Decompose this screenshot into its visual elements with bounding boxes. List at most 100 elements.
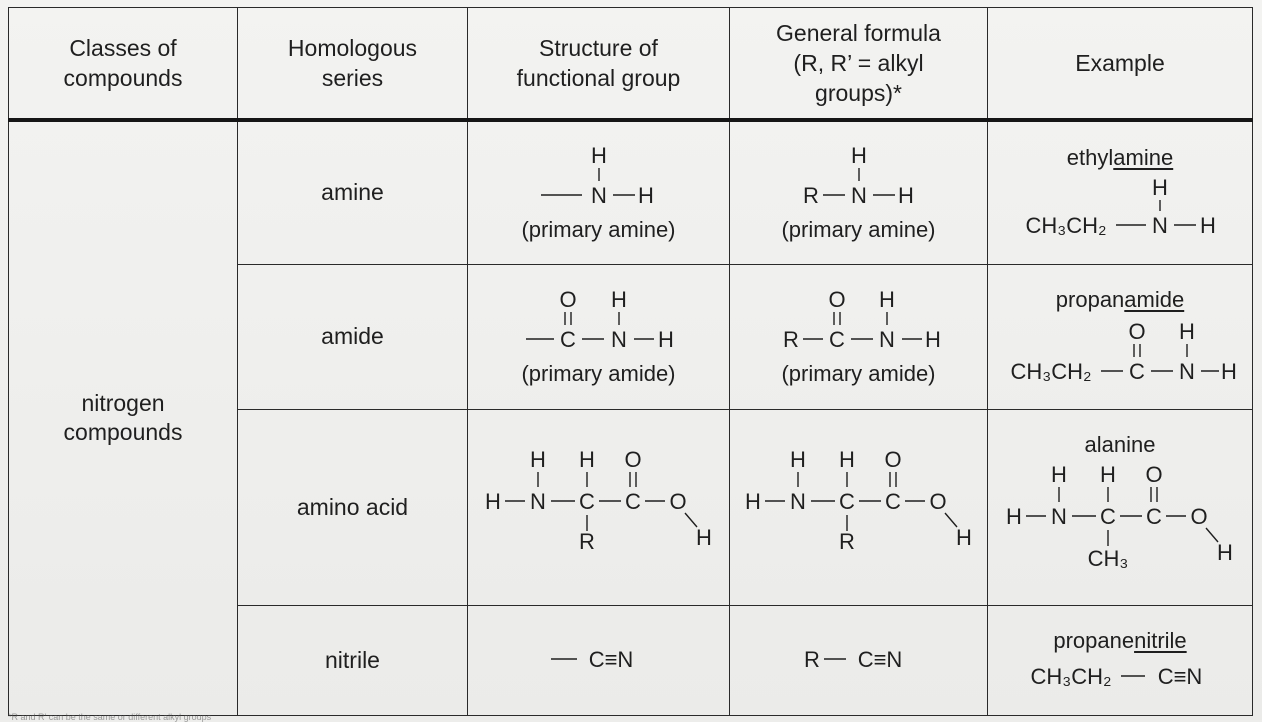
svg-text:N: N [1179, 359, 1195, 384]
header-general-formula: General formula (R, R’ = alkyl groups)* [729, 7, 988, 122]
nitrile-structure-diagram: C≡N [550, 647, 633, 672]
amino-acid-general-diagram: H H N H C R O C O [745, 447, 972, 554]
svg-text:H: H [1200, 213, 1216, 238]
propanamide-diagram: CH₃CH₂ O C H N H [1010, 319, 1236, 384]
table-row: nitrile C≡N R C≡N propanenitrile CH₃CH₂ [9, 604, 1253, 716]
svg-text:CH₃CH₂: CH₃CH₂ [1010, 359, 1091, 384]
header-example: Example [987, 7, 1253, 122]
svg-text:C: C [1129, 359, 1145, 384]
svg-text:CH₃CH₂: CH₃CH₂ [1025, 213, 1106, 238]
series-amide: amide [237, 263, 468, 410]
nitrile-general-diagram: R C≡N [804, 647, 902, 672]
svg-text:H: H [579, 447, 595, 472]
svg-text:C: C [579, 489, 595, 514]
general-amine: R N H H (primary amine) [729, 119, 988, 265]
svg-text:O: O [828, 287, 845, 312]
class-cell: nitrogen compounds [8, 119, 238, 716]
svg-text:R: R [804, 647, 820, 672]
svg-text:H: H [658, 327, 674, 352]
svg-text:C: C [839, 489, 855, 514]
structure-amide: O C H N H (primary amide) [467, 263, 730, 410]
example-amide: propanamide CH₃CH₂ O C H N H [987, 263, 1253, 410]
svg-text:H: H [898, 183, 914, 208]
svg-text:C: C [560, 327, 576, 352]
svg-text:H: H [1217, 540, 1233, 565]
series-amine: amine [237, 119, 468, 265]
alanine-diagram: H H N H C CH₃ O C O [1006, 462, 1233, 571]
svg-text:H: H [485, 489, 501, 514]
svg-text:H: H [611, 287, 627, 312]
svg-text:N: N [1051, 504, 1067, 529]
table-row: amide O C H N H (primary amide) [9, 263, 1253, 410]
svg-text:H: H [591, 143, 607, 168]
svg-text:O: O [1145, 462, 1162, 487]
svg-text:R: R [783, 327, 799, 352]
svg-text:R: R [803, 183, 819, 208]
svg-text:H: H [790, 447, 806, 472]
svg-text:N: N [851, 183, 867, 208]
svg-text:R: R [579, 529, 595, 554]
example-amino-acid: alanine H H N H C CH₃ O [987, 408, 1253, 606]
svg-text:N: N [1152, 213, 1168, 238]
svg-text:CH₃CH₂: CH₃CH₂ [1030, 664, 1111, 689]
svg-text:H: H [879, 287, 895, 312]
structure-nitrile: C≡N [467, 604, 730, 716]
svg-text:CH₃: CH₃ [1088, 546, 1129, 571]
svg-text:H: H [956, 525, 972, 550]
svg-text:H: H [638, 183, 654, 208]
svg-text:N: N [530, 489, 546, 514]
amide-structure-diagram: O C H N H [525, 287, 674, 352]
structure-amine: H N H (primary amine) [467, 119, 730, 265]
general-amide: R O C H N H (primary amide) [729, 263, 988, 410]
svg-text:H: H [839, 447, 855, 472]
amide-general-diagram: R O C H N H [783, 287, 941, 352]
header-homologous-series: Homologous series [237, 7, 468, 122]
svg-text:H: H [1006, 504, 1022, 529]
structure-caption: (primary amide) [521, 360, 676, 386]
example-amine: ethylamine CH₃CH₂ H N H [987, 119, 1253, 265]
svg-text:C: C [625, 489, 641, 514]
svg-text:C: C [829, 327, 845, 352]
nitrogen-compounds-table: Classes of compounds Homologous series S… [8, 7, 1253, 716]
svg-text:O: O [1190, 504, 1207, 529]
svg-text:O: O [559, 287, 576, 312]
general-caption: (primary amide) [781, 360, 936, 386]
amine-structure-diagram: H N H [540, 143, 654, 208]
svg-text:H: H [1152, 175, 1168, 200]
svg-text:N: N [790, 489, 806, 514]
ethylamine-diagram: CH₃CH₂ H N H [1025, 175, 1216, 238]
svg-text:O: O [624, 447, 641, 472]
series-nitrile: nitrile [237, 604, 468, 716]
structure-caption: (primary amine) [521, 216, 676, 242]
svg-text:C: C [1100, 504, 1116, 529]
example-name: alanine [1084, 432, 1156, 457]
svg-text:H: H [530, 447, 546, 472]
svg-text:N: N [591, 183, 607, 208]
header-row: Classes of compounds Homologous series S… [8, 7, 1253, 122]
series-amino-acid: amino acid [237, 408, 468, 606]
propanenitrile-diagram: CH₃CH₂ C≡N [1030, 664, 1202, 689]
svg-text:C≡N: C≡N [857, 647, 902, 672]
svg-text:H: H [851, 143, 867, 168]
example-name: propanamide [1055, 286, 1185, 312]
svg-text:N: N [879, 327, 895, 352]
svg-text:H: H [1179, 319, 1195, 344]
general-nitrile: R C≡N [729, 604, 988, 716]
amino-acid-structure-diagram: H H N H C R O C O [485, 447, 712, 554]
table-row: amino acid H H N H C R O [9, 408, 1253, 606]
amine-general-diagram: R N H H [803, 143, 914, 208]
svg-text:C: C [885, 489, 901, 514]
svg-text:H: H [1100, 462, 1116, 487]
footnote: *R and R' can be the same or different a… [8, 712, 212, 722]
svg-text:N: N [611, 327, 627, 352]
structure-amino-acid: H H N H C R O C O [467, 408, 730, 606]
example-name: ethylamine [1066, 144, 1174, 170]
header-classes: Classes of compounds [8, 7, 238, 122]
header-structure: Structure of functional group [467, 7, 730, 122]
general-caption: (primary amine) [781, 216, 936, 242]
svg-text:O: O [1128, 319, 1145, 344]
svg-text:H: H [745, 489, 761, 514]
svg-text:H: H [1051, 462, 1067, 487]
table-row: nitrogen compounds amine H N H (primary … [8, 119, 1253, 716]
